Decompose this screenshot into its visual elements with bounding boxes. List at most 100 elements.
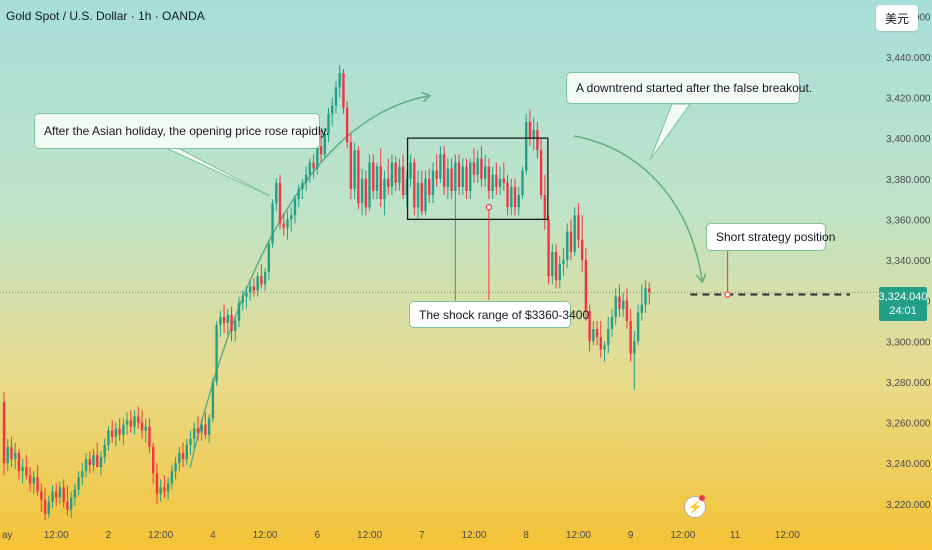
candle-body — [28, 475, 32, 484]
candle-body — [316, 146, 319, 169]
candle-body — [536, 130, 539, 151]
candle-body — [472, 162, 476, 175]
candle-body — [491, 174, 494, 191]
candle-body — [290, 215, 293, 220]
y-tick-label: 3,280.000 — [886, 378, 931, 389]
candle-body — [51, 491, 54, 502]
candle-body — [409, 162, 412, 179]
candle-body — [181, 452, 185, 460]
candle-body — [595, 329, 599, 338]
candle-body — [222, 316, 226, 323]
candle-body — [424, 178, 427, 212]
x-tick-label: 12:00 — [148, 530, 173, 541]
flash-icon[interactable]: ⚡ — [684, 495, 706, 518]
candle-body — [69, 497, 73, 510]
candle-body — [10, 446, 13, 460]
x-tick-label: 12:00 — [670, 530, 695, 541]
candle-body — [286, 219, 289, 228]
candle-body — [487, 166, 491, 191]
candle-body — [506, 182, 509, 208]
candle-body — [428, 178, 431, 195]
candle-body — [297, 188, 300, 200]
annotation-shock-range: The shock range of $3360-3400 — [409, 301, 589, 328]
candle-body — [84, 459, 88, 472]
short-position-anchor-dot — [724, 291, 731, 298]
candle-body — [375, 166, 379, 191]
x-tick-label: 9 — [628, 530, 634, 541]
candle-body — [196, 428, 200, 433]
candle-body — [394, 162, 397, 183]
candle-body — [263, 272, 267, 285]
candle-body — [569, 231, 573, 252]
candle-body — [562, 260, 565, 265]
candle-body — [360, 178, 364, 204]
candle-body — [207, 418, 211, 435]
candle-body — [342, 73, 345, 108]
candle-body — [413, 162, 416, 208]
candle-body — [137, 416, 140, 423]
y-tick-label: 3,240.000 — [886, 459, 931, 470]
candle-body — [379, 166, 382, 200]
candle-body — [77, 477, 80, 490]
candle-body — [521, 170, 524, 195]
candle-body — [81, 471, 84, 478]
currency-button[interactable]: 美元 — [876, 5, 918, 31]
candle-body — [457, 162, 461, 187]
candle-body — [17, 452, 21, 472]
candle-body — [275, 182, 278, 204]
candle-body — [36, 477, 39, 492]
trend-arrows — [165, 96, 702, 469]
annotation-downtrend: A downtrend started after the false brea… — [566, 72, 812, 104]
candle-body — [349, 142, 353, 189]
candle-body — [58, 487, 62, 498]
candle-body — [88, 459, 91, 466]
candle-body — [566, 231, 569, 260]
candle-body — [178, 452, 181, 464]
shock-range-anchor-dot — [485, 203, 493, 211]
candle-body — [133, 416, 136, 427]
downtrend-arc-arrow — [573, 135, 702, 280]
candle-body — [282, 223, 285, 228]
candle-body — [420, 182, 423, 212]
notification-dot — [699, 495, 705, 501]
candle-body — [271, 203, 274, 244]
candle-body — [405, 178, 409, 195]
candle-body — [338, 73, 341, 88]
candle-body — [483, 166, 487, 179]
candle-body — [401, 166, 405, 195]
candle-body — [6, 446, 9, 464]
candle-body — [573, 215, 576, 252]
candle-body — [215, 325, 218, 382]
candle-body — [110, 430, 114, 437]
candle-body — [454, 162, 457, 191]
y-tick-label: 3,380.000 — [886, 175, 931, 186]
candle-body — [170, 471, 174, 484]
candle-body — [144, 426, 147, 431]
candle-body — [498, 178, 502, 187]
x-tick-label: 12:00 — [461, 530, 486, 541]
candle-body — [502, 178, 506, 183]
candle-body — [55, 491, 58, 498]
candle-body — [278, 182, 282, 224]
candle-body — [159, 487, 162, 494]
candle-body — [260, 276, 263, 285]
x-tick-label: 12:00 — [775, 530, 800, 541]
candle-body — [92, 455, 95, 466]
candle-body — [252, 286, 256, 291]
candle-body — [21, 467, 24, 472]
candle-body — [62, 487, 65, 502]
candle-body — [226, 314, 229, 323]
candle-body — [495, 174, 498, 187]
candle-body — [140, 422, 144, 431]
y-tick-label: 3,440.000 — [886, 53, 931, 64]
candle-body — [525, 121, 528, 171]
callout-pointer-downtrend — [649, 103, 691, 161]
y-tick-label: 3,420.000 — [886, 94, 931, 105]
candle-body — [148, 426, 151, 447]
current-price-badge: 3,324.040 24:01 — [879, 287, 927, 321]
y-tick-label: 3,260.000 — [886, 419, 931, 430]
candle-body — [25, 467, 28, 476]
chart-title: Gold Spot / U.S. Dollar · 1h · OANDA — [6, 9, 205, 23]
